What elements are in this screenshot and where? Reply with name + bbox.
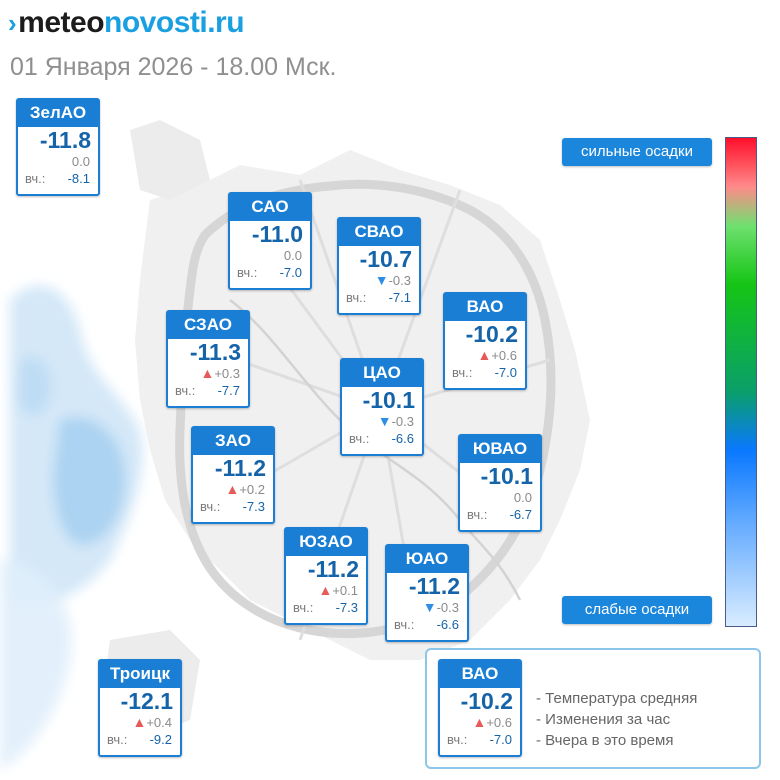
date-time-title: 01 Января 2026 - 18.00 Мск. <box>10 53 337 81</box>
temperature: -10.2 <box>460 688 513 714</box>
yesterday-row: вч.: -7.3 <box>293 600 358 615</box>
key-line-change: - Изменения за час <box>536 711 671 728</box>
yesterday-row: вч.: -6.6 <box>349 431 414 446</box>
hourly-change: 0.0 <box>283 248 302 263</box>
trend-down-icon: ▼ <box>377 413 392 429</box>
temperature: -11.2 <box>408 573 460 599</box>
key-explanations: - Температура средняя - Изменения за час… <box>536 688 697 751</box>
trend-up-icon: ▲ <box>225 481 240 497</box>
precipitation-scale-bar <box>725 137 757 627</box>
district-name: ЦАО <box>341 359 423 387</box>
district-card-tsao[interactable]: ЦАО -10.1 ▼-0.3 вч.: -6.6 <box>340 358 424 456</box>
district-name: ЮВАО <box>459 435 541 463</box>
trend-down-icon: ▼ <box>422 599 437 615</box>
hourly-change: ▲+0.1 <box>318 582 358 598</box>
district-card-troitsk[interactable]: Троицк -12.1 ▲+0.4 вч.: -9.2 <box>98 659 182 757</box>
yesterday-row: вч.: -7.1 <box>346 290 411 305</box>
district-name: ВАО <box>444 293 526 321</box>
key-example-card: ВАО -10.2 ▲+0.6 вч.: -7.0 <box>438 659 522 757</box>
hourly-change: ▲+0.6 <box>472 714 512 730</box>
hourly-change: ▼-0.3 <box>377 413 414 429</box>
trend-up-icon: ▲ <box>477 347 492 363</box>
district-name: САО <box>229 193 311 221</box>
yesterday-row: вч.: -7.7 <box>175 383 240 398</box>
temperature: -11.0 <box>251 221 303 247</box>
district-card-svao[interactable]: СВАО -10.7 ▼-0.3 вч.: -7.1 <box>337 217 421 315</box>
district-card-zao[interactable]: ЗАО -11.2 ▲+0.2 вч.: -7.3 <box>191 426 275 524</box>
district-name: ВАО <box>439 660 521 688</box>
precipitation-layer <box>0 285 143 770</box>
trend-up-icon: ▲ <box>200 365 215 381</box>
hourly-change: ▲+0.3 <box>200 365 240 381</box>
site-logo[interactable]: ›meteonovosti.ru <box>8 6 245 39</box>
temperature: -10.7 <box>359 246 412 272</box>
temperature: -12.1 <box>120 688 173 714</box>
hourly-change: 0.0 <box>71 154 90 169</box>
district-card-szao[interactable]: СЗАО -11.3 ▲+0.3 вч.: -7.7 <box>166 310 250 408</box>
temperature: -10.1 <box>480 463 533 489</box>
temperature: -11.8 <box>39 127 91 153</box>
hourly-change: ▼-0.3 <box>422 599 459 615</box>
temperature: -11.3 <box>189 339 241 365</box>
legend-low-label: слабые осадки <box>562 596 712 624</box>
rivers <box>229 299 522 601</box>
trend-down-icon: ▼ <box>374 272 389 288</box>
yesterday-row: вч.: -7.0 <box>447 732 512 747</box>
district-name: СЗАО <box>167 311 249 339</box>
hourly-change: ▲+0.6 <box>477 347 517 363</box>
hourly-change: 0.0 <box>513 490 532 505</box>
district-name: ЮЗАО <box>285 528 367 556</box>
district-card-sao[interactable]: САО -11.0 0.0 вч.: -7.0 <box>228 192 312 290</box>
yesterday-row: вч.: -7.0 <box>237 265 302 280</box>
hourly-change: ▲+0.2 <box>225 481 265 497</box>
district-card-zelao[interactable]: ЗелАО -11.8 0.0 вч.: -8.1 <box>16 98 100 196</box>
district-name: ЗелАО <box>17 99 99 127</box>
trend-up-icon: ▲ <box>318 582 333 598</box>
district-name: Троицк <box>99 660 181 688</box>
yesterday-row: вч.: -7.3 <box>200 499 265 514</box>
temperature: -11.2 <box>307 556 359 582</box>
district-name: СВАО <box>338 218 420 246</box>
yesterday-row: вч.: -6.6 <box>394 617 459 632</box>
legend-high-label: сильные осадки <box>562 138 712 166</box>
key-line-yesterday: - Вчера в это время <box>536 732 674 749</box>
temperature: -11.2 <box>214 455 266 481</box>
trend-up-icon: ▲ <box>132 714 147 730</box>
district-card-vao[interactable]: ВАО -10.2 ▲+0.6 вч.: -7.0 <box>443 292 527 390</box>
district-name: ЗАО <box>192 427 274 455</box>
key-line-temperature: - Температура средняя <box>536 690 698 707</box>
yesterday-row: вч.: -9.2 <box>107 732 172 747</box>
hourly-change: ▲+0.4 <box>132 714 172 730</box>
yesterday-row: вч.: -6.7 <box>467 507 532 522</box>
temperature: -10.2 <box>465 321 518 347</box>
district-card-yuvao[interactable]: ЮВАО -10.1 0.0 вч.: -6.7 <box>458 434 542 532</box>
district-name: ЮАО <box>386 545 468 573</box>
district-card-yuao[interactable]: ЮАО -11.2 ▼-0.3 вч.: -6.6 <box>385 544 469 642</box>
trend-up-icon: ▲ <box>472 714 487 730</box>
yesterday-row: вч.: -8.1 <box>25 171 90 186</box>
temperature: -10.1 <box>362 387 415 413</box>
hourly-change: ▼-0.3 <box>374 272 411 288</box>
yesterday-row: вч.: -7.0 <box>452 365 517 380</box>
district-card-yuzao[interactable]: ЮЗАО -11.2 ▲+0.1 вч.: -7.3 <box>284 527 368 625</box>
